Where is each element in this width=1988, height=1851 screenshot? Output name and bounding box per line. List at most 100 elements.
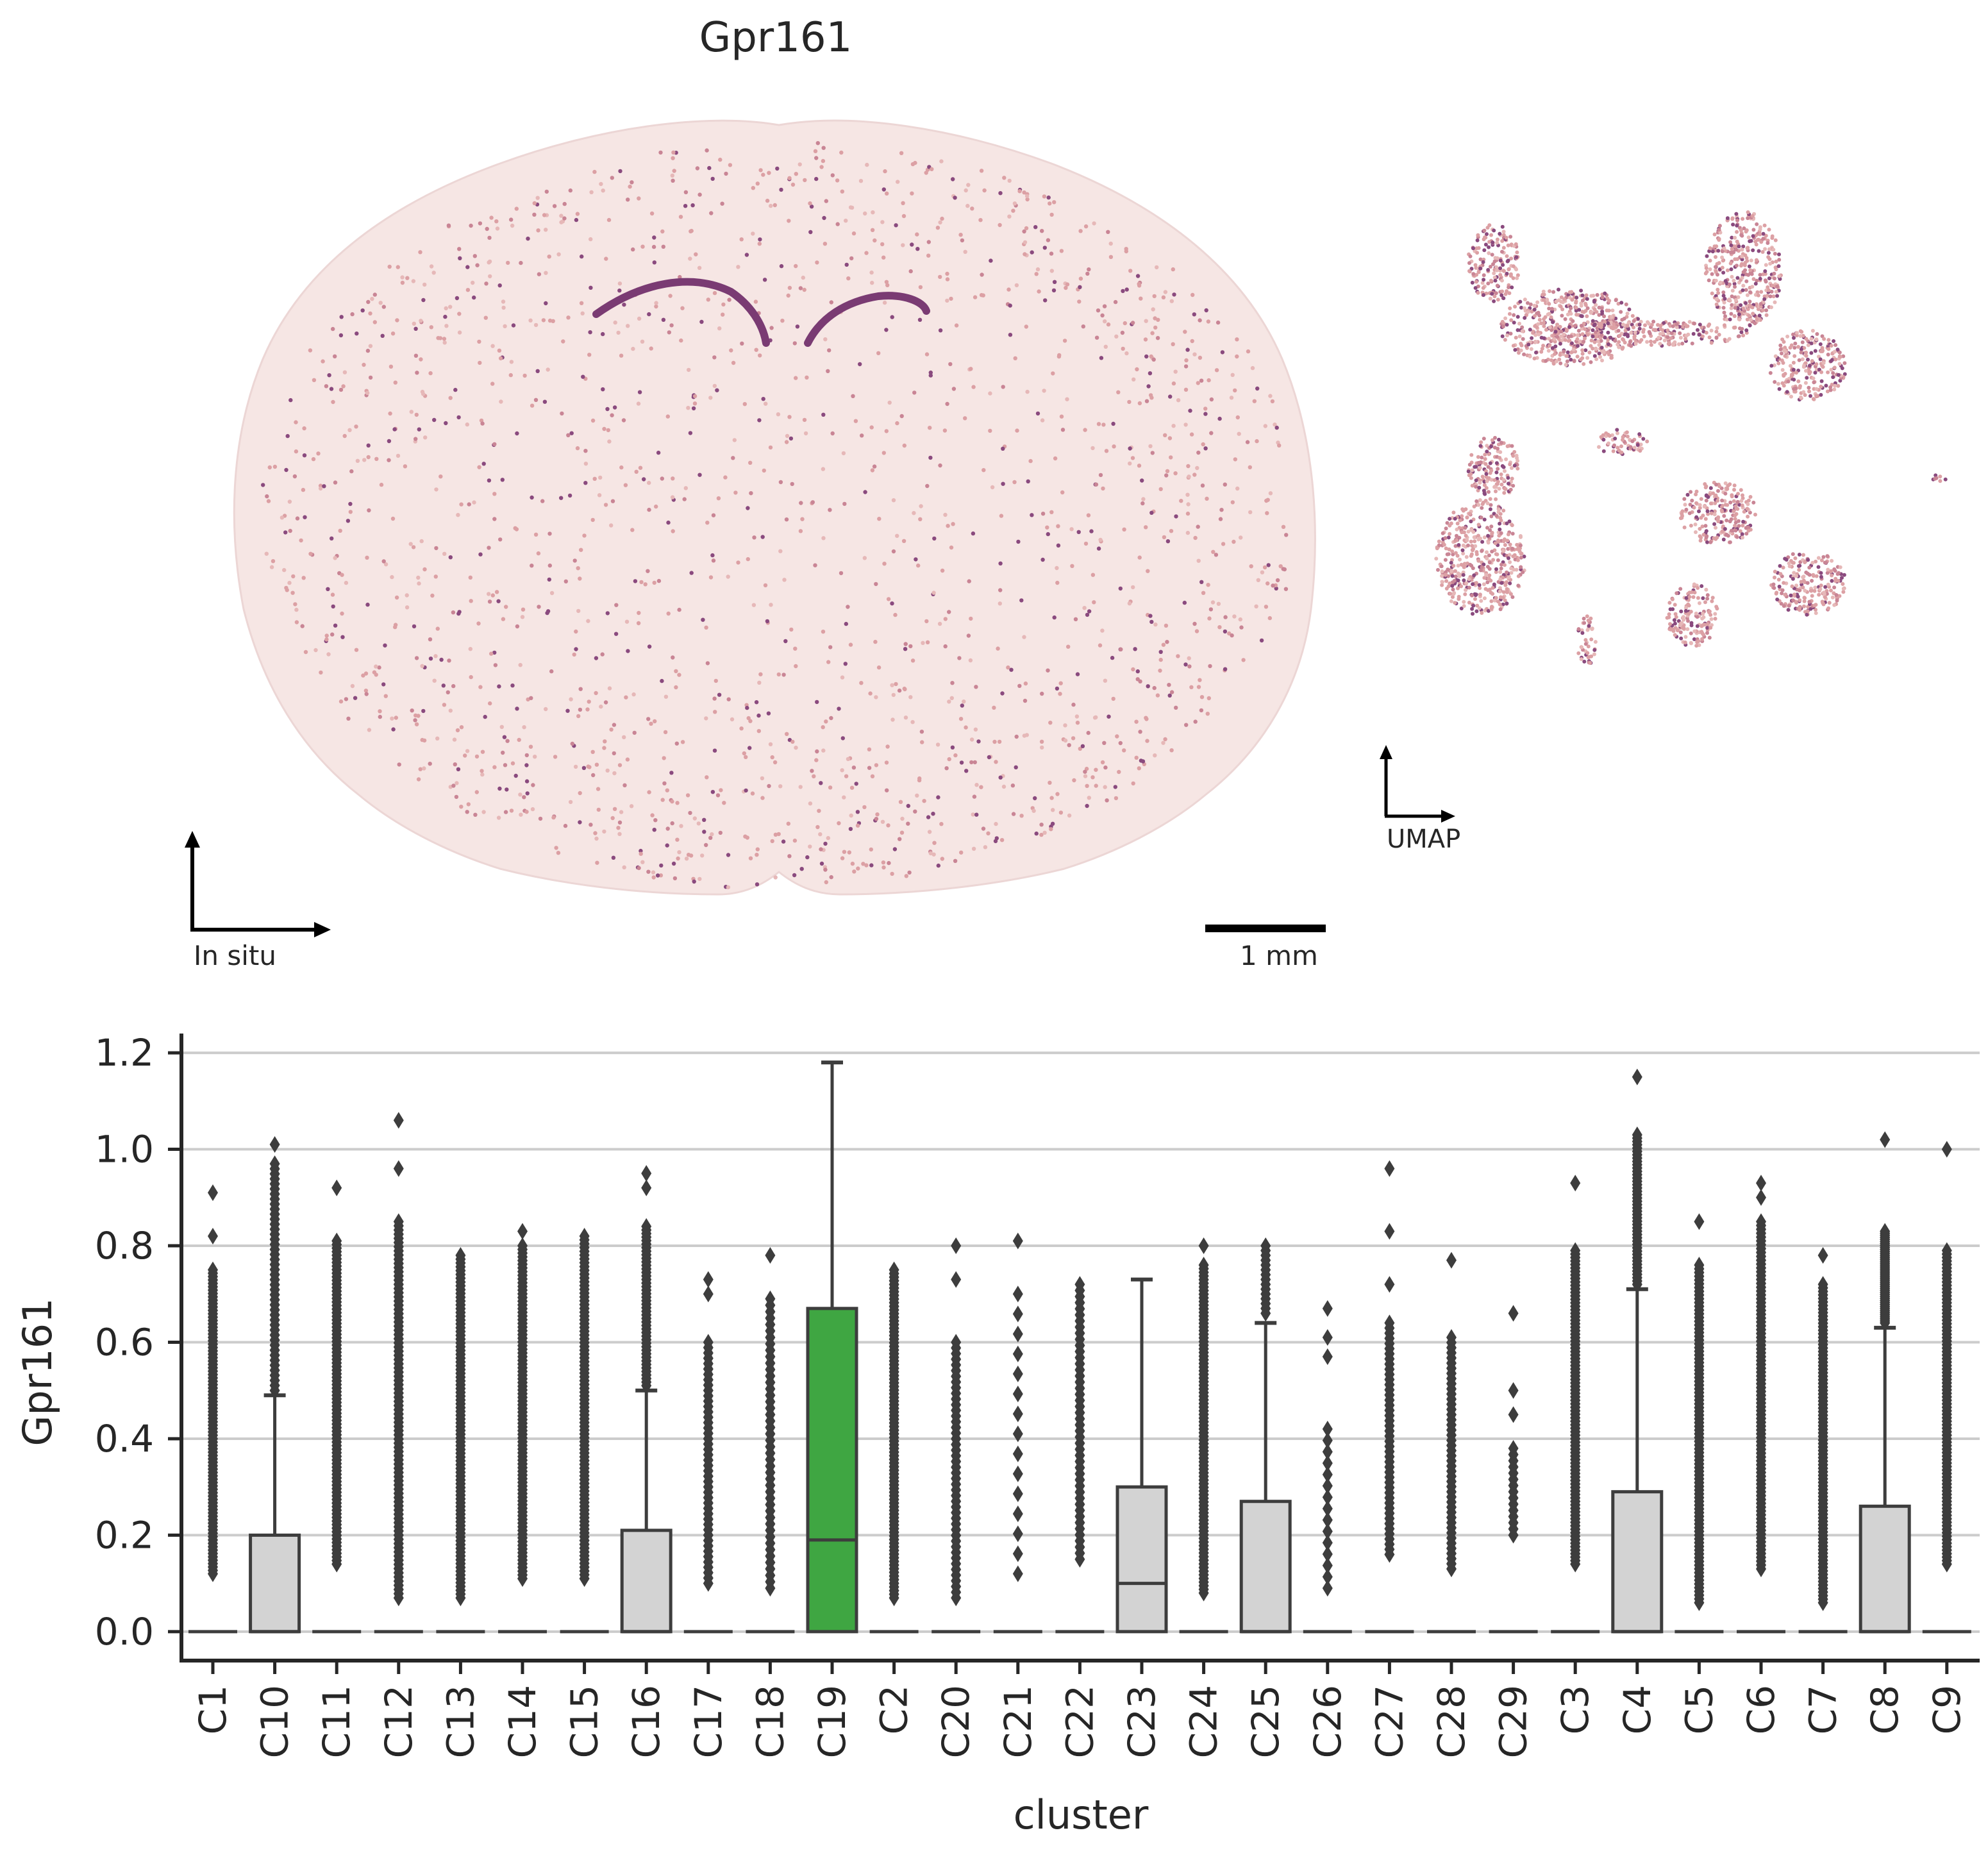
brain-dot (530, 564, 534, 568)
brain-dot (1206, 583, 1210, 587)
brain-dot (465, 422, 469, 427)
umap-dot (1508, 560, 1512, 564)
brain-dot (926, 815, 931, 819)
umap-dot (1773, 569, 1777, 574)
brain-dot (497, 283, 502, 288)
brain-dot (870, 280, 874, 285)
umap-dot (1792, 387, 1796, 391)
umap-dot (1723, 481, 1728, 485)
brain-dot (748, 460, 753, 465)
brain-dot (851, 231, 856, 236)
umap-dot (1592, 652, 1596, 657)
umap-dot (1569, 306, 1573, 310)
brain-dot (544, 707, 548, 712)
brain-dot (501, 305, 506, 310)
brain-dot (881, 187, 887, 192)
brain-dot (744, 788, 748, 793)
brain-dot (959, 850, 964, 855)
umap-dot (1589, 339, 1594, 343)
umap-dot (1482, 228, 1487, 233)
brain-dot (365, 555, 369, 560)
brain-dot (964, 769, 969, 773)
brain-dot (746, 716, 751, 721)
umap-dot (1684, 507, 1689, 512)
umap-dot (1600, 346, 1604, 350)
umap-dot (1460, 530, 1464, 535)
umap-dot (1714, 269, 1718, 274)
umap-dot (1553, 344, 1558, 349)
brain-dot (967, 579, 971, 583)
brain-dot (589, 823, 593, 827)
brain-dot (778, 784, 783, 789)
brain-dot (827, 348, 831, 353)
brain-dot (1090, 573, 1096, 577)
umap-dot (1759, 290, 1764, 294)
brain-dot (266, 499, 271, 503)
umap-dot (1782, 581, 1786, 585)
brain-dot (895, 421, 899, 426)
umap-dot (1435, 546, 1439, 551)
brain-dot (1108, 255, 1114, 259)
brain-dot (547, 577, 551, 582)
umap-dot (1809, 337, 1814, 341)
brain-dot (959, 760, 964, 765)
brain-dot (757, 680, 762, 685)
brain-dot (999, 514, 1004, 518)
umap-dot (1641, 330, 1646, 334)
umap-dot (1695, 624, 1700, 628)
brain-dot (413, 718, 417, 723)
brain-dot (821, 725, 825, 730)
brain-dot (361, 673, 365, 678)
brain-dot (541, 318, 546, 322)
brain-dot (456, 767, 461, 772)
brain-dot (612, 751, 616, 756)
brain-dot (499, 399, 503, 404)
umap-dot (1494, 470, 1499, 474)
brain-dot (809, 205, 814, 209)
umap-dot (1467, 462, 1472, 467)
umap-dot (1553, 330, 1558, 334)
brain-dot (1267, 616, 1273, 621)
umap-dot (1733, 244, 1737, 249)
umap-dot (1565, 328, 1569, 332)
brain-dot (971, 385, 976, 389)
brain-dot (761, 172, 765, 177)
brain-dot (393, 624, 397, 630)
umap-dot (1497, 487, 1501, 491)
brain-dot (1042, 246, 1048, 250)
umap-dot (1807, 369, 1811, 374)
umap-dot (1708, 501, 1713, 506)
brain-dot (721, 302, 726, 307)
brain-dot (1167, 683, 1171, 687)
brain-dot (1268, 394, 1273, 398)
brain-dot (1089, 529, 1094, 533)
umap-dot (1813, 585, 1817, 590)
umap-dot (1733, 523, 1737, 528)
brain-dot (294, 607, 299, 612)
brain-dot (481, 462, 486, 466)
umap-dot (1633, 342, 1638, 346)
brain-dot (758, 353, 762, 358)
brain-dot (1198, 678, 1202, 682)
umap-dot (1742, 510, 1746, 514)
brain-dot (919, 504, 923, 508)
brain-dot (605, 768, 610, 773)
umap-dot (1490, 292, 1494, 296)
brain-dot (1024, 194, 1030, 199)
umap-dot (1831, 375, 1835, 380)
umap-dot (1814, 362, 1819, 366)
brain-dot (814, 758, 819, 762)
brain-dot (988, 428, 992, 433)
brain-dot (435, 626, 440, 631)
umap-dot (1705, 631, 1709, 635)
umap-dot (1505, 580, 1508, 584)
brain-dot (1265, 581, 1270, 586)
umap-dot (1649, 339, 1653, 344)
umap-dot (1722, 514, 1726, 518)
brain-dot (662, 781, 667, 786)
brain-dot (953, 858, 958, 864)
brain-dot (324, 384, 329, 389)
brain-dot (1140, 478, 1144, 483)
umap-dot (1741, 288, 1745, 292)
umap-dot (1591, 328, 1595, 332)
